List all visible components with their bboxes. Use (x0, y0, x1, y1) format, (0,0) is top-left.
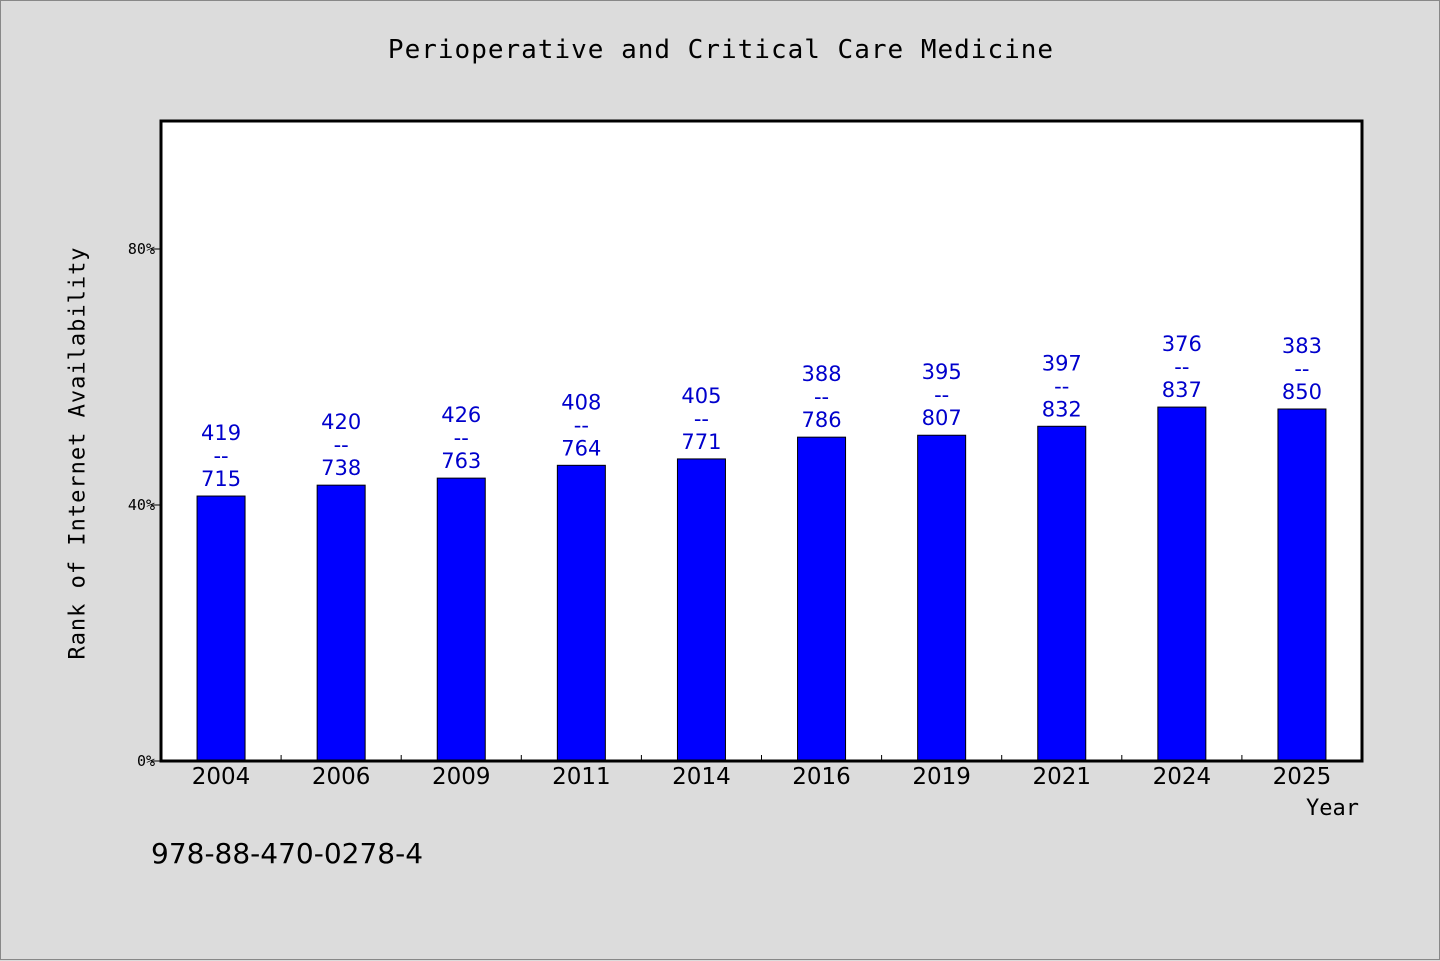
data-label: 395 (922, 360, 962, 384)
x-tick-label: 2009 (432, 764, 491, 790)
data-label: -- (213, 444, 228, 468)
data-label: 419 (201, 421, 241, 445)
data-label: 388 (802, 362, 842, 386)
x-tick-label: 2021 (1032, 764, 1091, 790)
y-axis-label: Rank of Internet Availability (65, 246, 91, 660)
data-label: -- (1054, 374, 1069, 398)
data-label: -- (574, 413, 589, 437)
data-label: 807 (922, 406, 962, 430)
x-tick-label: 2025 (1273, 764, 1332, 790)
data-label: -- (334, 433, 349, 457)
data-label: -- (454, 426, 469, 450)
bar (556, 464, 606, 762)
x-tick-label: 2024 (1153, 764, 1212, 790)
x-tick-label: 2019 (912, 764, 971, 790)
data-label: 738 (321, 456, 361, 480)
footer-isbn: 978-88-470-0278-4 (151, 837, 424, 870)
x-tick-label: 2006 (312, 764, 371, 790)
y-tick-label: 0% (137, 752, 155, 770)
data-label: 383 (1282, 334, 1322, 358)
x-tick-label: 2011 (552, 764, 611, 790)
bar (1157, 406, 1207, 762)
bar (436, 477, 486, 762)
data-label: 397 (1042, 351, 1082, 375)
data-label: 850 (1282, 380, 1322, 404)
data-label: 376 (1162, 332, 1202, 356)
bar (797, 436, 847, 762)
data-label: 420 (321, 410, 361, 434)
data-label: -- (694, 407, 709, 431)
x-tick-label: 2004 (192, 764, 251, 790)
bar (1037, 425, 1087, 762)
data-label: 408 (561, 390, 601, 414)
data-label: 786 (802, 408, 842, 432)
data-label: -- (1294, 357, 1309, 381)
data-label: -- (934, 383, 949, 407)
bar (196, 495, 246, 762)
bar (316, 484, 366, 762)
x-tick-label: 2014 (672, 764, 731, 790)
data-label: 715 (201, 467, 241, 491)
y-tick-label: 80% (128, 240, 155, 258)
data-label: 771 (681, 430, 721, 454)
data-label: 426 (441, 403, 481, 427)
data-label: 763 (441, 449, 481, 473)
y-tick-label: 40% (128, 496, 155, 514)
x-tick-label: 2016 (792, 764, 851, 790)
data-label: 764 (561, 436, 601, 460)
data-label: -- (814, 385, 829, 409)
data-label: 405 (681, 384, 721, 408)
data-label: 832 (1042, 397, 1082, 421)
x-axis-label: Year (1306, 796, 1359, 821)
data-label: -- (1174, 355, 1189, 379)
chart-title: Perioperative and Critical Care Medicine (387, 35, 1055, 65)
bar (917, 434, 967, 762)
plot-border (159, 119, 1364, 763)
bar (1277, 408, 1327, 762)
bar (676, 458, 726, 762)
data-label: 837 (1162, 378, 1202, 402)
